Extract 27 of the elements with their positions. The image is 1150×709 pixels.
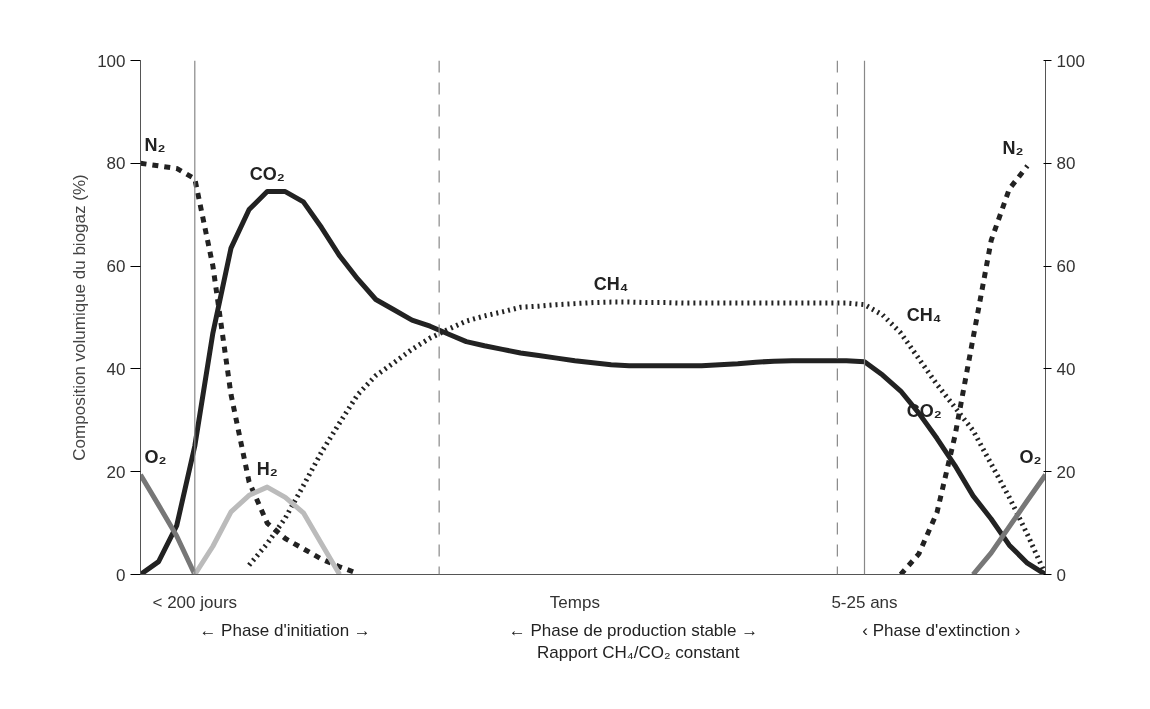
series-label: CH₄ (593, 274, 629, 295)
y2-tick-label: 80 (1056, 154, 1076, 174)
text: CH₄ (906, 304, 942, 325)
y2-tick-label: 40 (1056, 359, 1076, 379)
y-tick-label: 60 (106, 257, 126, 277)
series-label: N₂ (144, 135, 166, 156)
y2-tick-label: 100 (1056, 51, 1085, 71)
y-tick-label: 80 (106, 154, 126, 174)
y-tick-label: 0 (116, 565, 126, 585)
x-tick-label: < 200 jours (152, 592, 238, 612)
y-tick-label: 40 (106, 359, 126, 379)
y2-tick-label: 0 (1056, 565, 1066, 585)
y-tick-label: 20 (106, 462, 126, 482)
y2-tick-label: 60 (1056, 257, 1076, 277)
x-tick-label: Temps (549, 592, 600, 612)
text: CO₂ (249, 163, 285, 184)
text: ← Phase d'initiation → (199, 620, 371, 640)
text: ‹ Phase d'extinction › (862, 620, 1021, 640)
y2-tick-label: 20 (1056, 462, 1076, 482)
series-label: O₂ (144, 446, 167, 467)
text: O₂ (1019, 446, 1042, 467)
x-tick-label: 5-25 ans (831, 592, 898, 612)
y-tick-label: 100 (97, 51, 126, 71)
text: N₂ (1002, 137, 1024, 158)
series-label: H₂ (256, 459, 278, 480)
text: ← Phase de production stable → Rapport CH₄/CO₂ constant (508, 620, 759, 663)
y-axis-title: Composition volumique du biogaz (%) (70, 174, 90, 461)
